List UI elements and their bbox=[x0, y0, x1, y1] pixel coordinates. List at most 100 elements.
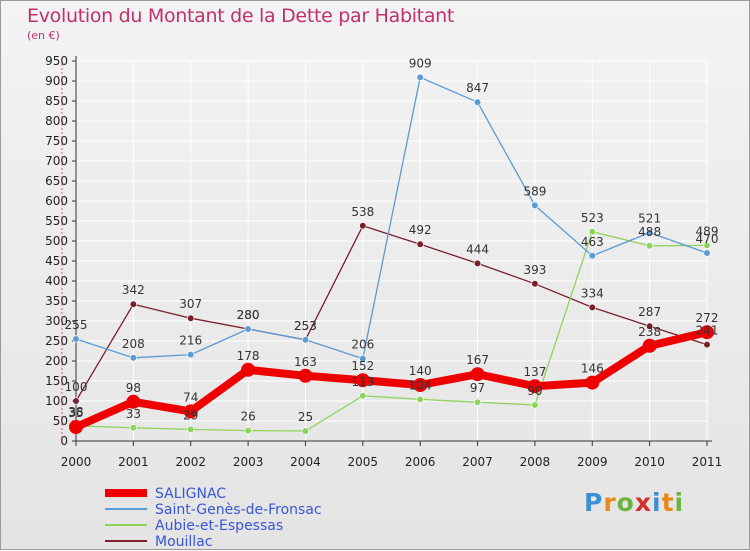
data-label: 90 bbox=[527, 384, 542, 398]
data-point bbox=[355, 373, 370, 388]
y-tick-label: 0 bbox=[60, 434, 68, 448]
y-tick-label: 650 bbox=[45, 174, 68, 188]
data-label: 444 bbox=[466, 242, 489, 256]
data-label: 97 bbox=[470, 381, 485, 395]
y-tick-label: 900 bbox=[45, 74, 68, 88]
data-label: 589 bbox=[523, 184, 546, 198]
data-point bbox=[187, 351, 195, 359]
data-label: 280 bbox=[237, 308, 260, 322]
data-label: 140 bbox=[409, 364, 432, 378]
data-label: 523 bbox=[581, 211, 604, 225]
data-label: 255 bbox=[65, 318, 88, 332]
x-tick-label: 2004 bbox=[290, 455, 321, 469]
chart-subtitle: (en €) bbox=[27, 29, 60, 42]
data-point bbox=[301, 336, 310, 344]
data-label: 178 bbox=[237, 349, 260, 363]
y-tick-label: 200 bbox=[45, 354, 68, 368]
y-tick-label: 150 bbox=[45, 374, 68, 388]
data-label: 342 bbox=[122, 283, 145, 297]
data-label: 909 bbox=[409, 56, 432, 70]
data-point bbox=[69, 420, 83, 434]
logo-letter: P bbox=[584, 488, 604, 517]
data-label: 334 bbox=[581, 286, 604, 300]
data-label: 146 bbox=[581, 362, 604, 376]
proxiti-logo: Proxiti bbox=[584, 488, 684, 517]
data-label: 470 bbox=[696, 232, 719, 246]
data-point bbox=[470, 367, 485, 382]
y-tick-label: 50 bbox=[53, 414, 68, 428]
data-point bbox=[703, 241, 711, 249]
logo-letter: t bbox=[661, 488, 675, 517]
data-point bbox=[187, 425, 195, 434]
data-point bbox=[531, 201, 539, 209]
legend-label: Aubie-et-Espessas bbox=[155, 518, 283, 534]
x-tick-label: 2007 bbox=[462, 455, 493, 469]
x-tick-label: 2011 bbox=[692, 455, 723, 469]
legend-label: Mouillac bbox=[155, 534, 212, 550]
x-tick-label: 2001 bbox=[118, 455, 149, 469]
data-label: 104 bbox=[409, 378, 432, 392]
data-label: 206 bbox=[351, 338, 374, 352]
y-tick-label: 500 bbox=[45, 234, 68, 248]
data-point bbox=[241, 362, 256, 377]
data-label: 216 bbox=[179, 334, 202, 348]
data-point bbox=[646, 242, 654, 250]
data-point bbox=[72, 397, 80, 405]
logo-letter: i bbox=[674, 488, 685, 517]
data-point bbox=[129, 354, 137, 362]
data-point bbox=[129, 424, 137, 432]
data-label: 113 bbox=[351, 375, 374, 389]
data-point bbox=[588, 252, 596, 260]
data-point bbox=[416, 240, 424, 248]
data-label: 307 bbox=[179, 297, 202, 311]
data-label: 208 bbox=[122, 337, 145, 351]
y-tick-label: 350 bbox=[45, 294, 68, 308]
data-point bbox=[183, 404, 198, 419]
legend-label: Saint-Genès-de-Fronsac bbox=[155, 502, 322, 518]
data-label: 287 bbox=[638, 305, 661, 319]
y-tick-label: 100 bbox=[45, 394, 68, 408]
data-label: 393 bbox=[523, 263, 546, 277]
y-tick-label: 300 bbox=[45, 314, 68, 328]
data-point bbox=[473, 98, 482, 106]
data-point bbox=[301, 427, 310, 435]
x-tick-label: 2002 bbox=[175, 455, 206, 469]
data-point bbox=[700, 325, 714, 340]
data-label: 492 bbox=[409, 223, 432, 237]
series-line bbox=[75, 76, 708, 360]
data-label: 152 bbox=[351, 359, 374, 373]
data-point bbox=[298, 368, 313, 383]
data-label: 253 bbox=[294, 319, 317, 333]
data-label: 25 bbox=[298, 410, 313, 424]
y-tick-label: 400 bbox=[45, 274, 68, 288]
data-label: 488 bbox=[638, 225, 661, 239]
data-label: 35 bbox=[68, 406, 83, 420]
series-line bbox=[75, 225, 708, 402]
data-label: 29 bbox=[183, 408, 198, 422]
data-point bbox=[588, 303, 596, 312]
data-label: 241 bbox=[696, 324, 719, 338]
y-tick-label: 750 bbox=[45, 134, 68, 148]
data-label: 463 bbox=[581, 235, 604, 249]
data-label: 280 bbox=[237, 308, 260, 322]
data-label: 74 bbox=[183, 390, 198, 404]
data-label: 163 bbox=[294, 355, 317, 369]
y-tick-label: 250 bbox=[45, 334, 68, 348]
data-label: 847 bbox=[466, 81, 489, 95]
data-label: 100 bbox=[65, 380, 88, 394]
x-tick-label: 2006 bbox=[405, 455, 436, 469]
logo-letter: x bbox=[634, 488, 652, 517]
data-label: 98 bbox=[126, 381, 141, 395]
data-label: 33 bbox=[126, 407, 141, 421]
data-label: 26 bbox=[240, 410, 255, 424]
data-point bbox=[703, 249, 711, 257]
data-label: 253 bbox=[294, 319, 317, 333]
data-label: 137 bbox=[523, 365, 546, 379]
data-point bbox=[244, 325, 252, 333]
data-point bbox=[646, 322, 654, 330]
x-tick-label: 2000 bbox=[61, 455, 92, 469]
x-tick-label: 2009 bbox=[577, 455, 608, 469]
series-line bbox=[72, 328, 711, 431]
data-label: 489 bbox=[696, 224, 719, 238]
